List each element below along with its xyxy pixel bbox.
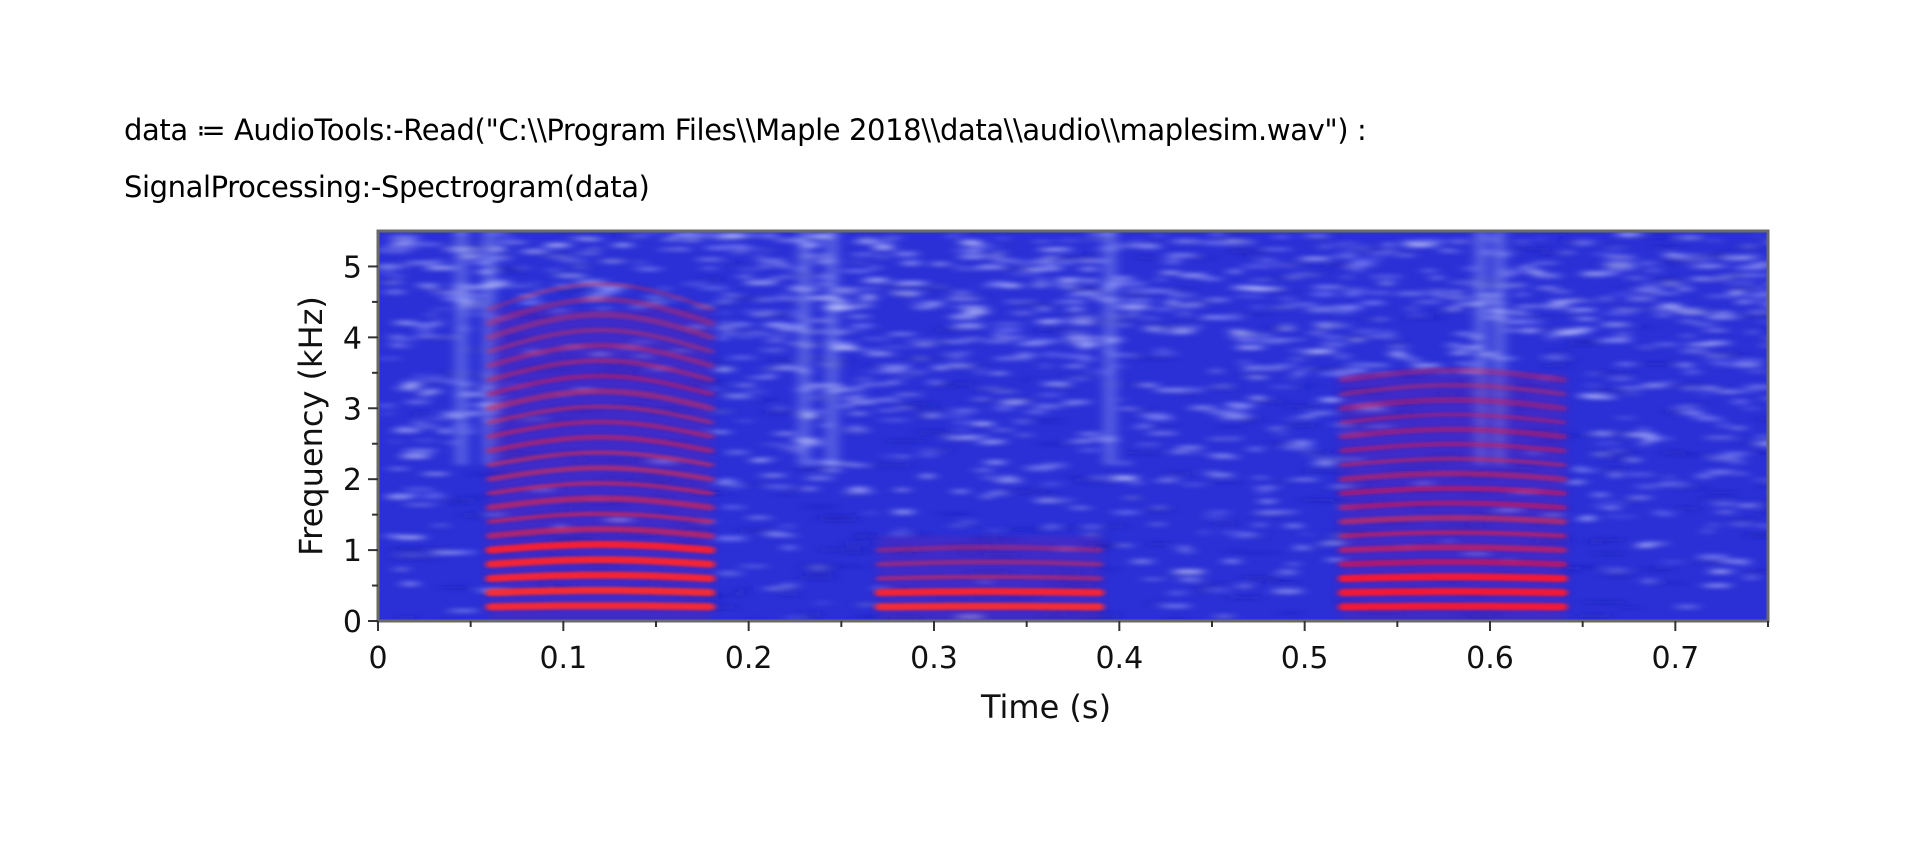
x-tick-label: 0.5 — [1281, 641, 1329, 676]
plot-frame — [376, 229, 1770, 623]
x-tick-label: 0 — [368, 641, 387, 676]
x-tick-label: 0.7 — [1651, 641, 1699, 676]
y-axis: 0 1 2 3 4 5 — [343, 250, 378, 640]
y-tick-label: 5 — [343, 250, 362, 285]
x-tick-label: 0.6 — [1466, 641, 1514, 676]
x-tick-label: 0.4 — [1095, 641, 1143, 676]
y-tick-label: 2 — [343, 463, 362, 498]
y-tick-label: 3 — [343, 392, 362, 427]
x-axis-label: Time (s) — [980, 688, 1111, 726]
x-tick-label: 0.3 — [910, 641, 958, 676]
y-axis-label: Frequency (kHz) — [292, 296, 330, 556]
x-tick-label: 0.2 — [725, 641, 773, 676]
maple-input-spectrogram-line[interactable]: SignalProcessing:-Spectrogram(data) — [124, 170, 650, 204]
y-tick-label: 4 — [343, 321, 362, 356]
x-axis: 0 0.1 0.2 0.3 0.4 0.5 0.6 0.7 — [368, 621, 1769, 676]
y-tick-label: 1 — [343, 534, 362, 569]
spectrogram-heatmap — [378, 231, 1768, 621]
x-tick-label: 0.1 — [539, 641, 587, 676]
maple-input-read-line[interactable]: data ≔ AudioTools:-Read("C:\\Program Fil… — [124, 113, 1367, 147]
y-tick-label: 0 — [343, 605, 362, 640]
